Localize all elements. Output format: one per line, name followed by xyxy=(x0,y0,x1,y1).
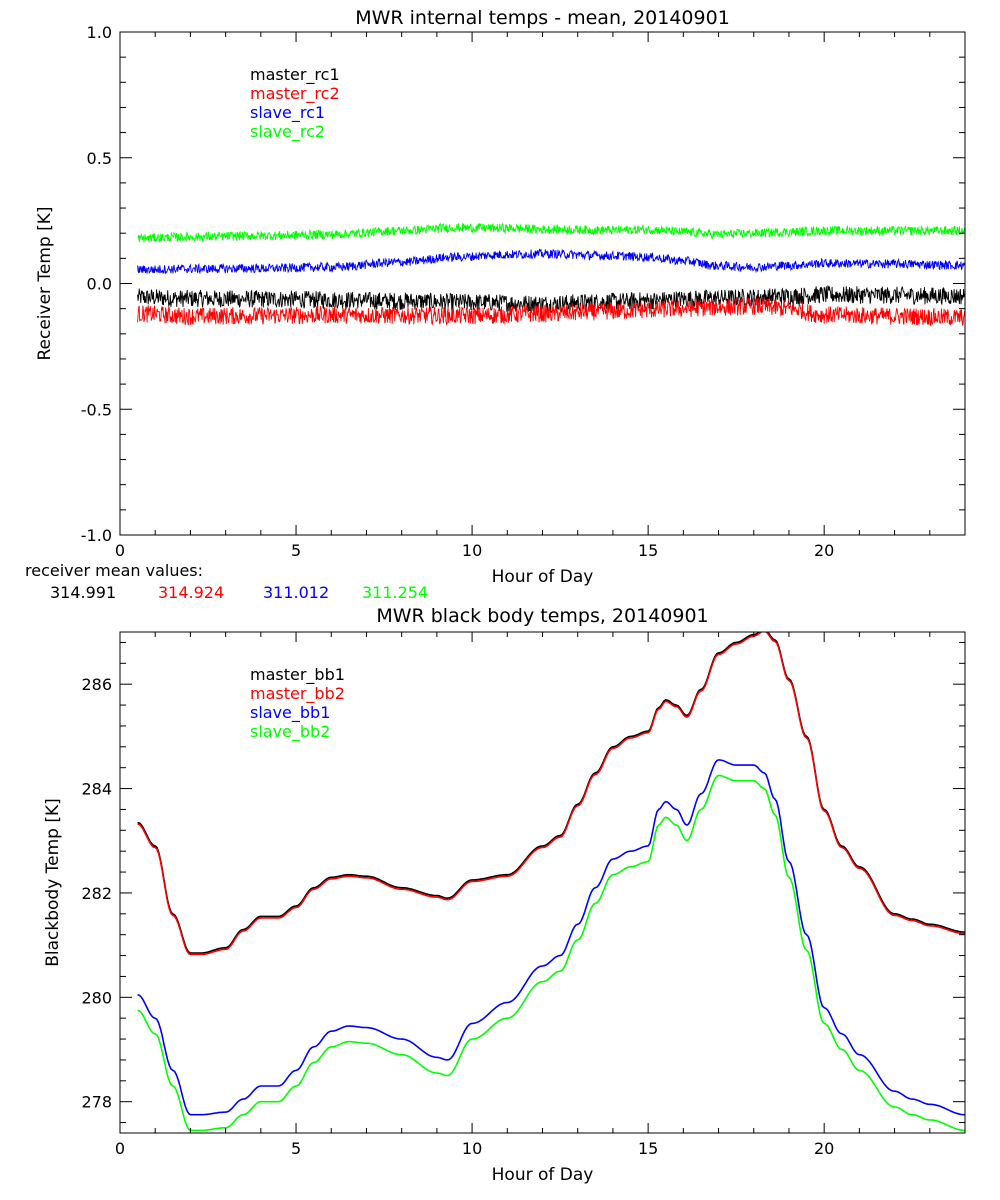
legend-entry-slave_bb1: slave_bb1 xyxy=(250,703,330,723)
x-tick-label: 15 xyxy=(638,1139,658,1158)
legend-entry-master_rc2: master_rc2 xyxy=(250,84,340,104)
series-line-slave_rc2 xyxy=(137,222,965,243)
x-tick-label: 20 xyxy=(814,541,834,560)
legend-entry-slave_bb2: slave_bb2 xyxy=(250,722,330,742)
y-tick-label: -1.0 xyxy=(81,526,112,545)
y-tick-label: 280 xyxy=(81,988,112,1007)
y-tick-label: 1.0 xyxy=(87,23,112,42)
legend-entry-master_bb2: master_bb2 xyxy=(250,684,345,704)
y-tick-label: 286 xyxy=(81,675,112,694)
y-axis-label: Blackbody Temp [K] xyxy=(43,798,63,967)
x-tick-label: 10 xyxy=(462,1139,482,1158)
x-tick-label: 15 xyxy=(638,541,658,560)
chart-1: 0 5 10 15 20 -1.0 -0.5 0.0 0.5 1.0 MWR internal te… xyxy=(35,7,966,587)
y-tick-label: 284 xyxy=(81,780,112,799)
series-line-master_bb2 xyxy=(137,632,965,956)
receiver-mean-value-1: 314.991 xyxy=(50,583,116,602)
chart-title: MWR internal temps - mean, 20140901 xyxy=(355,7,730,29)
y-tick-label: 278 xyxy=(81,1093,112,1112)
y-axis-label: Receiver Temp [K] xyxy=(35,206,55,360)
plot-frame xyxy=(119,31,966,536)
series-line-slave_bb1 xyxy=(137,759,965,1116)
legend-entry-master_rc1: master_rc1 xyxy=(250,65,340,85)
series-line-slave_bb2 xyxy=(137,774,965,1132)
x-tick-label: 20 xyxy=(814,1139,834,1158)
y-tick-label: -0.5 xyxy=(81,400,112,419)
series-line-slave_rc1 xyxy=(137,248,965,275)
y-tick-label: 0.5 xyxy=(87,149,112,168)
x-axis-label: Hour of Day xyxy=(492,567,594,587)
receiver-mean-value-4: 311.254 xyxy=(362,583,428,602)
chart-title: MWR black body temps, 20140901 xyxy=(376,605,708,627)
chart-2: 0 5 10 15 20 278 280 282 284 286 MWR black body te… xyxy=(43,605,966,1185)
x-tick-label: 5 xyxy=(291,1139,301,1158)
series-line-master_rc2 xyxy=(137,296,965,327)
receiver-mean-label: receiver mean values: xyxy=(25,561,203,580)
x-axis-label: Hour of Day xyxy=(492,1165,594,1185)
x-tick-label: 0 xyxy=(115,1139,125,1158)
x-tick-label: 10 xyxy=(462,541,482,560)
series-line-master_rc1 xyxy=(137,285,965,314)
series-group xyxy=(137,632,965,1132)
plot-frame xyxy=(119,631,966,1134)
series-group xyxy=(137,222,965,327)
legend-entry-slave_rc2: slave_rc2 xyxy=(250,122,325,142)
y-tick-label: 0.0 xyxy=(87,275,112,294)
receiver-mean-value-3: 311.012 xyxy=(263,583,329,602)
receiver-mean-value-2: 314.924 xyxy=(158,583,224,602)
legend-entry-master_bb1: master_bb1 xyxy=(250,665,345,685)
receiver-mean-values: receiver mean values: 314.991 314.924 311.0… xyxy=(25,561,428,602)
x-tick-label: 0 xyxy=(115,541,125,560)
series-line-master_bb1 xyxy=(137,632,965,954)
x-tick-label: 5 xyxy=(291,541,301,560)
y-tick-label: 282 xyxy=(81,884,112,903)
legend-entry-slave_rc1: slave_rc1 xyxy=(250,103,325,123)
